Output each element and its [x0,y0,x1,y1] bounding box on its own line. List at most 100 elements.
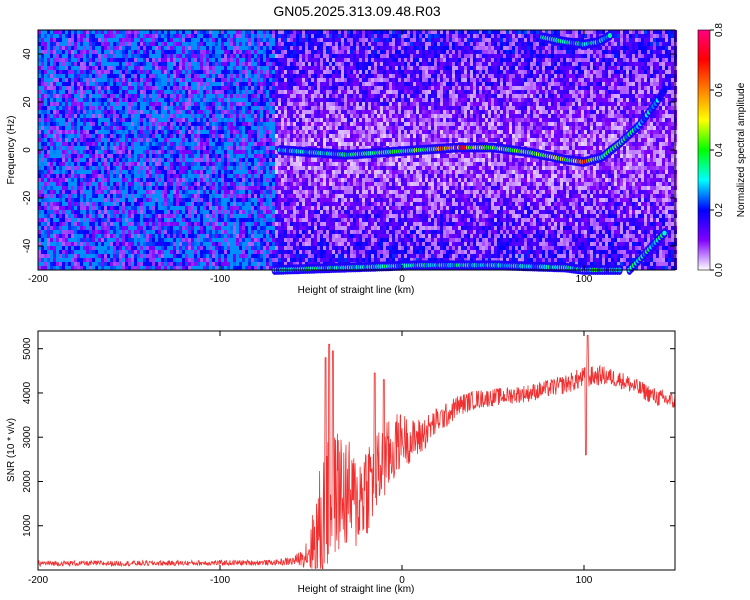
heatmap-cell [239,98,242,102]
heatmap-cell [536,98,539,102]
heatmap-cell [473,54,476,58]
heatmap-cell [98,110,101,114]
heatmap-cell [119,66,122,70]
heatmap-cell [113,70,116,74]
heatmap-cell [83,118,86,122]
heatmap-cell [56,38,59,42]
heatmap-cell [278,46,281,50]
heatmap-cell [113,106,116,110]
heatmap-cell [587,102,590,106]
heatmap-cell [446,70,449,74]
heatmap-cell [551,90,554,94]
heatmap-cell [176,62,179,66]
heatmap-cell [395,50,398,54]
heatmap-cell [617,38,620,42]
heatmap-cell [359,54,362,58]
heatmap-cell [365,118,368,122]
heatmap-cell [428,82,431,86]
heatmap-cell [470,90,473,94]
heatmap-cell [374,62,377,66]
heatmap-cell [500,70,503,74]
heatmap-cell [524,94,527,98]
heatmap-cell [602,50,605,54]
heatmap-cell [575,54,578,58]
heatmap-cell [422,42,425,46]
heatmap-cell [536,38,539,42]
heatmap-cell [344,46,347,50]
heatmap-cell [659,102,662,106]
heatmap-cell [485,82,488,86]
heatmap-cell [434,46,437,50]
heatmap-cell [485,58,488,62]
heatmap-cell [362,30,365,34]
heatmap-cell [527,94,530,98]
heatmap-cell [212,94,215,98]
heatmap-cell [311,30,314,34]
heatmap-cell [134,118,137,122]
heatmap-cell [638,106,641,110]
heatmap-cell [650,114,653,118]
heatmap-cell [581,62,584,66]
heatmap-cell [161,58,164,62]
heatmap-cell [206,46,209,50]
heatmap-cell [383,50,386,54]
heatmap-cell [293,106,296,110]
heatmap-cell [671,102,674,106]
heatmap-cell [653,110,656,114]
heatmap-cell [545,86,548,90]
heatmap-cell [317,42,320,46]
heatmap-cell [650,54,653,58]
heatmap-cell [515,110,518,114]
heatmap-cell [287,38,290,42]
heatmap-cell [53,46,56,50]
heatmap-cell [302,122,305,126]
heatmap-cell [215,66,218,70]
heatmap-cell [560,118,563,122]
heatmap-cell [641,58,644,62]
heatmap-cell [347,30,350,34]
heatmap-cell [608,98,611,102]
heatmap-cell [401,62,404,66]
heatmap-cell [269,34,272,38]
heatmap-cell [491,74,494,78]
heatmap-cell [233,62,236,66]
heatmap-cell [104,122,107,126]
heatmap-cell [608,82,611,86]
heatmap-cell [590,102,593,106]
heatmap-cell [527,46,530,50]
heatmap-cell [74,74,77,78]
heatmap-cell [623,114,626,118]
heatmap-cell [128,34,131,38]
heatmap-cell [509,46,512,50]
heatmap-cell [473,106,476,110]
heatmap-cell [215,70,218,74]
heatmap-cell [89,42,92,46]
heatmap-cell [410,54,413,58]
heatmap-cell [269,62,272,66]
heatmap-cell [488,90,491,94]
heatmap-cell [518,70,521,74]
heatmap-cell [356,70,359,74]
heatmap-cell [623,34,626,38]
heatmap-cell [167,74,170,78]
heatmap-cell [167,122,170,126]
heatmap-cell [563,118,566,122]
heatmap-cell [395,46,398,50]
heatmap-cell [482,74,485,78]
heatmap-cell [398,46,401,50]
heatmap-cell [410,102,413,106]
heatmap-cell [140,98,143,102]
heatmap-cell [302,34,305,38]
heatmap-cell [146,122,149,126]
heatmap-cell [200,78,203,82]
heatmap-cell [383,38,386,42]
heatmap-cell [317,30,320,34]
heatmap-cell [605,74,608,78]
heatmap-cell [317,98,320,102]
heatmap-cell [179,38,182,42]
heatmap-cell [134,70,137,74]
heatmap-cell [197,66,200,70]
heatmap-cell [671,74,674,78]
heatmap-cell [485,62,488,66]
heatmap-cell [581,86,584,90]
